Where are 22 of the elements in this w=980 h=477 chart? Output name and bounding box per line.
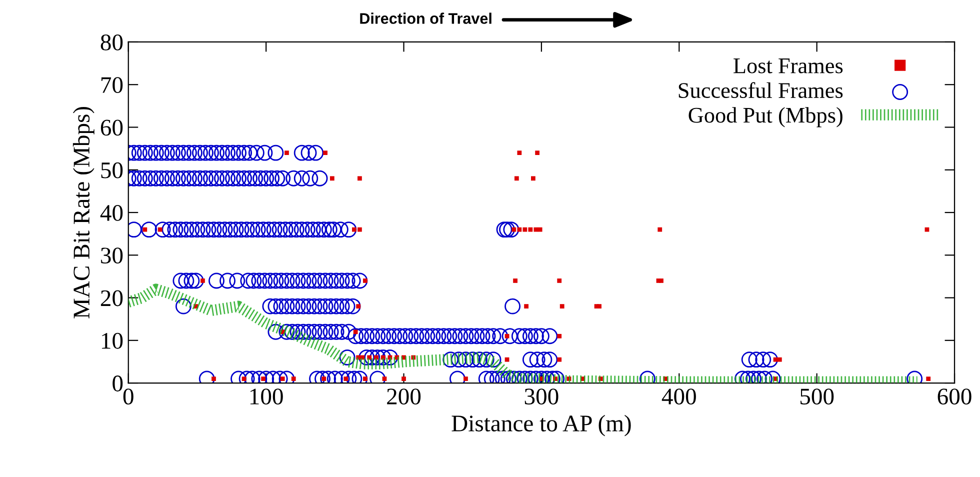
y-tick-label: 60 [100,120,123,136]
y-tick-label: 30 [101,248,123,264]
text: Direction of Travel [360,12,492,24]
y-tick-label: 50 [101,162,123,178]
x-tick-label: 200 [387,388,421,405]
x-tick-label: 500 [800,388,834,405]
y-tick-label: 70 [101,77,123,94]
y-tick-label: 20 [100,290,123,306]
y-tick-label: 40 [100,204,123,221]
x-tick-label: 0 [123,388,134,405]
x-tick-label: 100 [250,388,283,405]
y-tick-label: 0 [112,376,123,392]
x-axis-title: Distance to AP (m) [452,414,631,436]
y-tick-label: 10 [102,332,123,349]
legend-label: Good Put (Mbps) [688,107,842,128]
y-tick-label: 80 [100,34,123,50]
legend-label: Lost Frames [734,58,843,74]
legend-label: Successful Frames [678,82,843,98]
x-tick-label: 300 [524,388,558,405]
x-tick-label: 600 [938,388,972,405]
x-tick-label: 400 [662,388,696,405]
y-axis-title: MAC Bit Rate (Mbps) [72,106,94,318]
